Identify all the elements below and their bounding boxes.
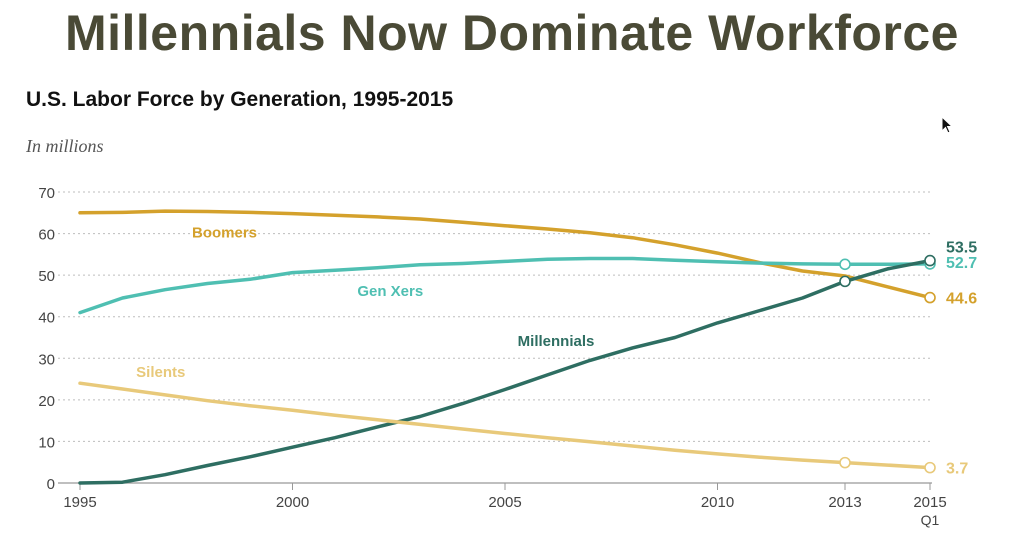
y-tick-label: 20	[38, 393, 55, 410]
series-annotation-millennials: Millennials	[518, 333, 595, 350]
chart-title: U.S. Labor Force by Generation, 1995-201…	[26, 88, 454, 111]
series-line-millennials	[78, 258, 932, 485]
chart-subtitle: In millions	[26, 136, 104, 156]
marker-millennials-2015	[924, 254, 936, 267]
end-label-boomers: 44.6	[946, 291, 977, 308]
y-tick-label: 40	[38, 310, 55, 327]
x-tick-label: 2013	[828, 494, 861, 511]
x-tick-label: 1995	[63, 494, 96, 511]
marker-gen-xers-2013	[839, 258, 851, 271]
series-line-boomers	[78, 209, 932, 300]
end-label-silents: 3.7	[946, 461, 968, 478]
series-line-gen-xers	[78, 256, 932, 315]
end-label-gen-xers: 52.7	[946, 255, 977, 272]
y-tick-label: 10	[38, 434, 55, 451]
marker-silents-2013	[839, 456, 851, 469]
headline: Millennials Now Dominate Workforce	[64, 5, 959, 61]
series-line-silents	[78, 381, 932, 470]
mouse-cursor-icon	[941, 116, 954, 134]
series-annotation-silents: Silents	[136, 364, 185, 381]
y-tick-label: 30	[38, 351, 55, 368]
marker-silents-2015	[924, 461, 936, 474]
x-tick-label: 2015	[913, 494, 946, 511]
marker-millennials-2013	[839, 275, 851, 288]
series-annotation-gen-xers: Gen Xers	[357, 283, 423, 300]
x-tick-label: 2000	[276, 494, 309, 511]
x-tick-sublabel: Q1	[921, 512, 940, 528]
x-tick-label: 2010	[701, 494, 734, 511]
series-annotation-boomers: Boomers	[192, 225, 257, 242]
y-tick-label: 50	[38, 268, 55, 285]
marker-boomers-2015	[924, 291, 936, 304]
y-tick-label: 60	[38, 227, 55, 244]
x-tick-label: 2005	[488, 494, 521, 511]
y-tick-label: 0	[47, 476, 55, 493]
end-label-millennials: 53.5	[946, 240, 977, 257]
y-tick-label: 70	[38, 185, 55, 202]
